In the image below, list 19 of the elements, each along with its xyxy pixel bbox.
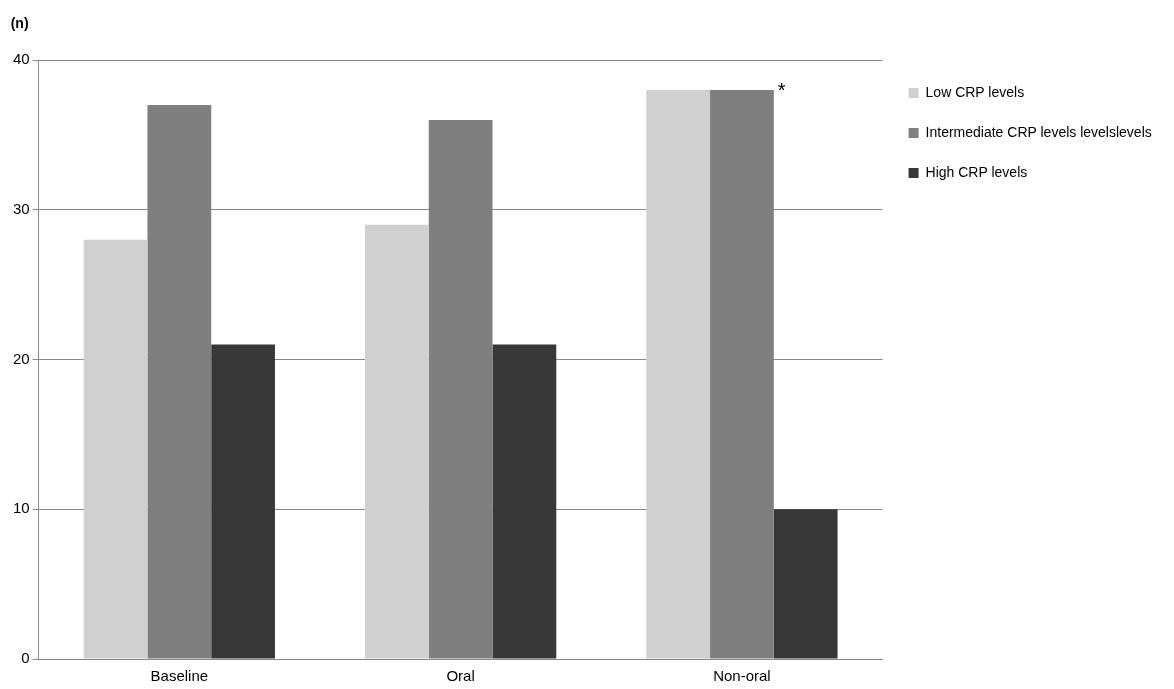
y-axis-title: (n)	[10, 15, 29, 31]
bar	[83, 239, 148, 659]
bar	[646, 89, 711, 659]
bar	[773, 509, 838, 659]
legend-label: Low CRP levels	[925, 83, 1025, 100]
bar	[364, 224, 429, 659]
x-tick-label: Baseline	[150, 667, 209, 685]
annotation: *	[777, 79, 786, 102]
legend-label: Intermediate CRP levels levelslevels	[925, 123, 1152, 140]
y-tick-label: 20	[13, 349, 30, 367]
bar	[211, 344, 275, 659]
x-tick-label: Oral	[446, 667, 475, 685]
x-tick-label: Non-oral	[713, 667, 771, 685]
y-tick-label: 10	[13, 499, 30, 517]
legend-label: High CRP levels	[925, 163, 1028, 180]
y-tick-label: 30	[13, 199, 30, 217]
y-tick-label: 0	[21, 649, 30, 667]
y-tick-label: 40	[13, 50, 30, 68]
bar	[492, 344, 557, 659]
